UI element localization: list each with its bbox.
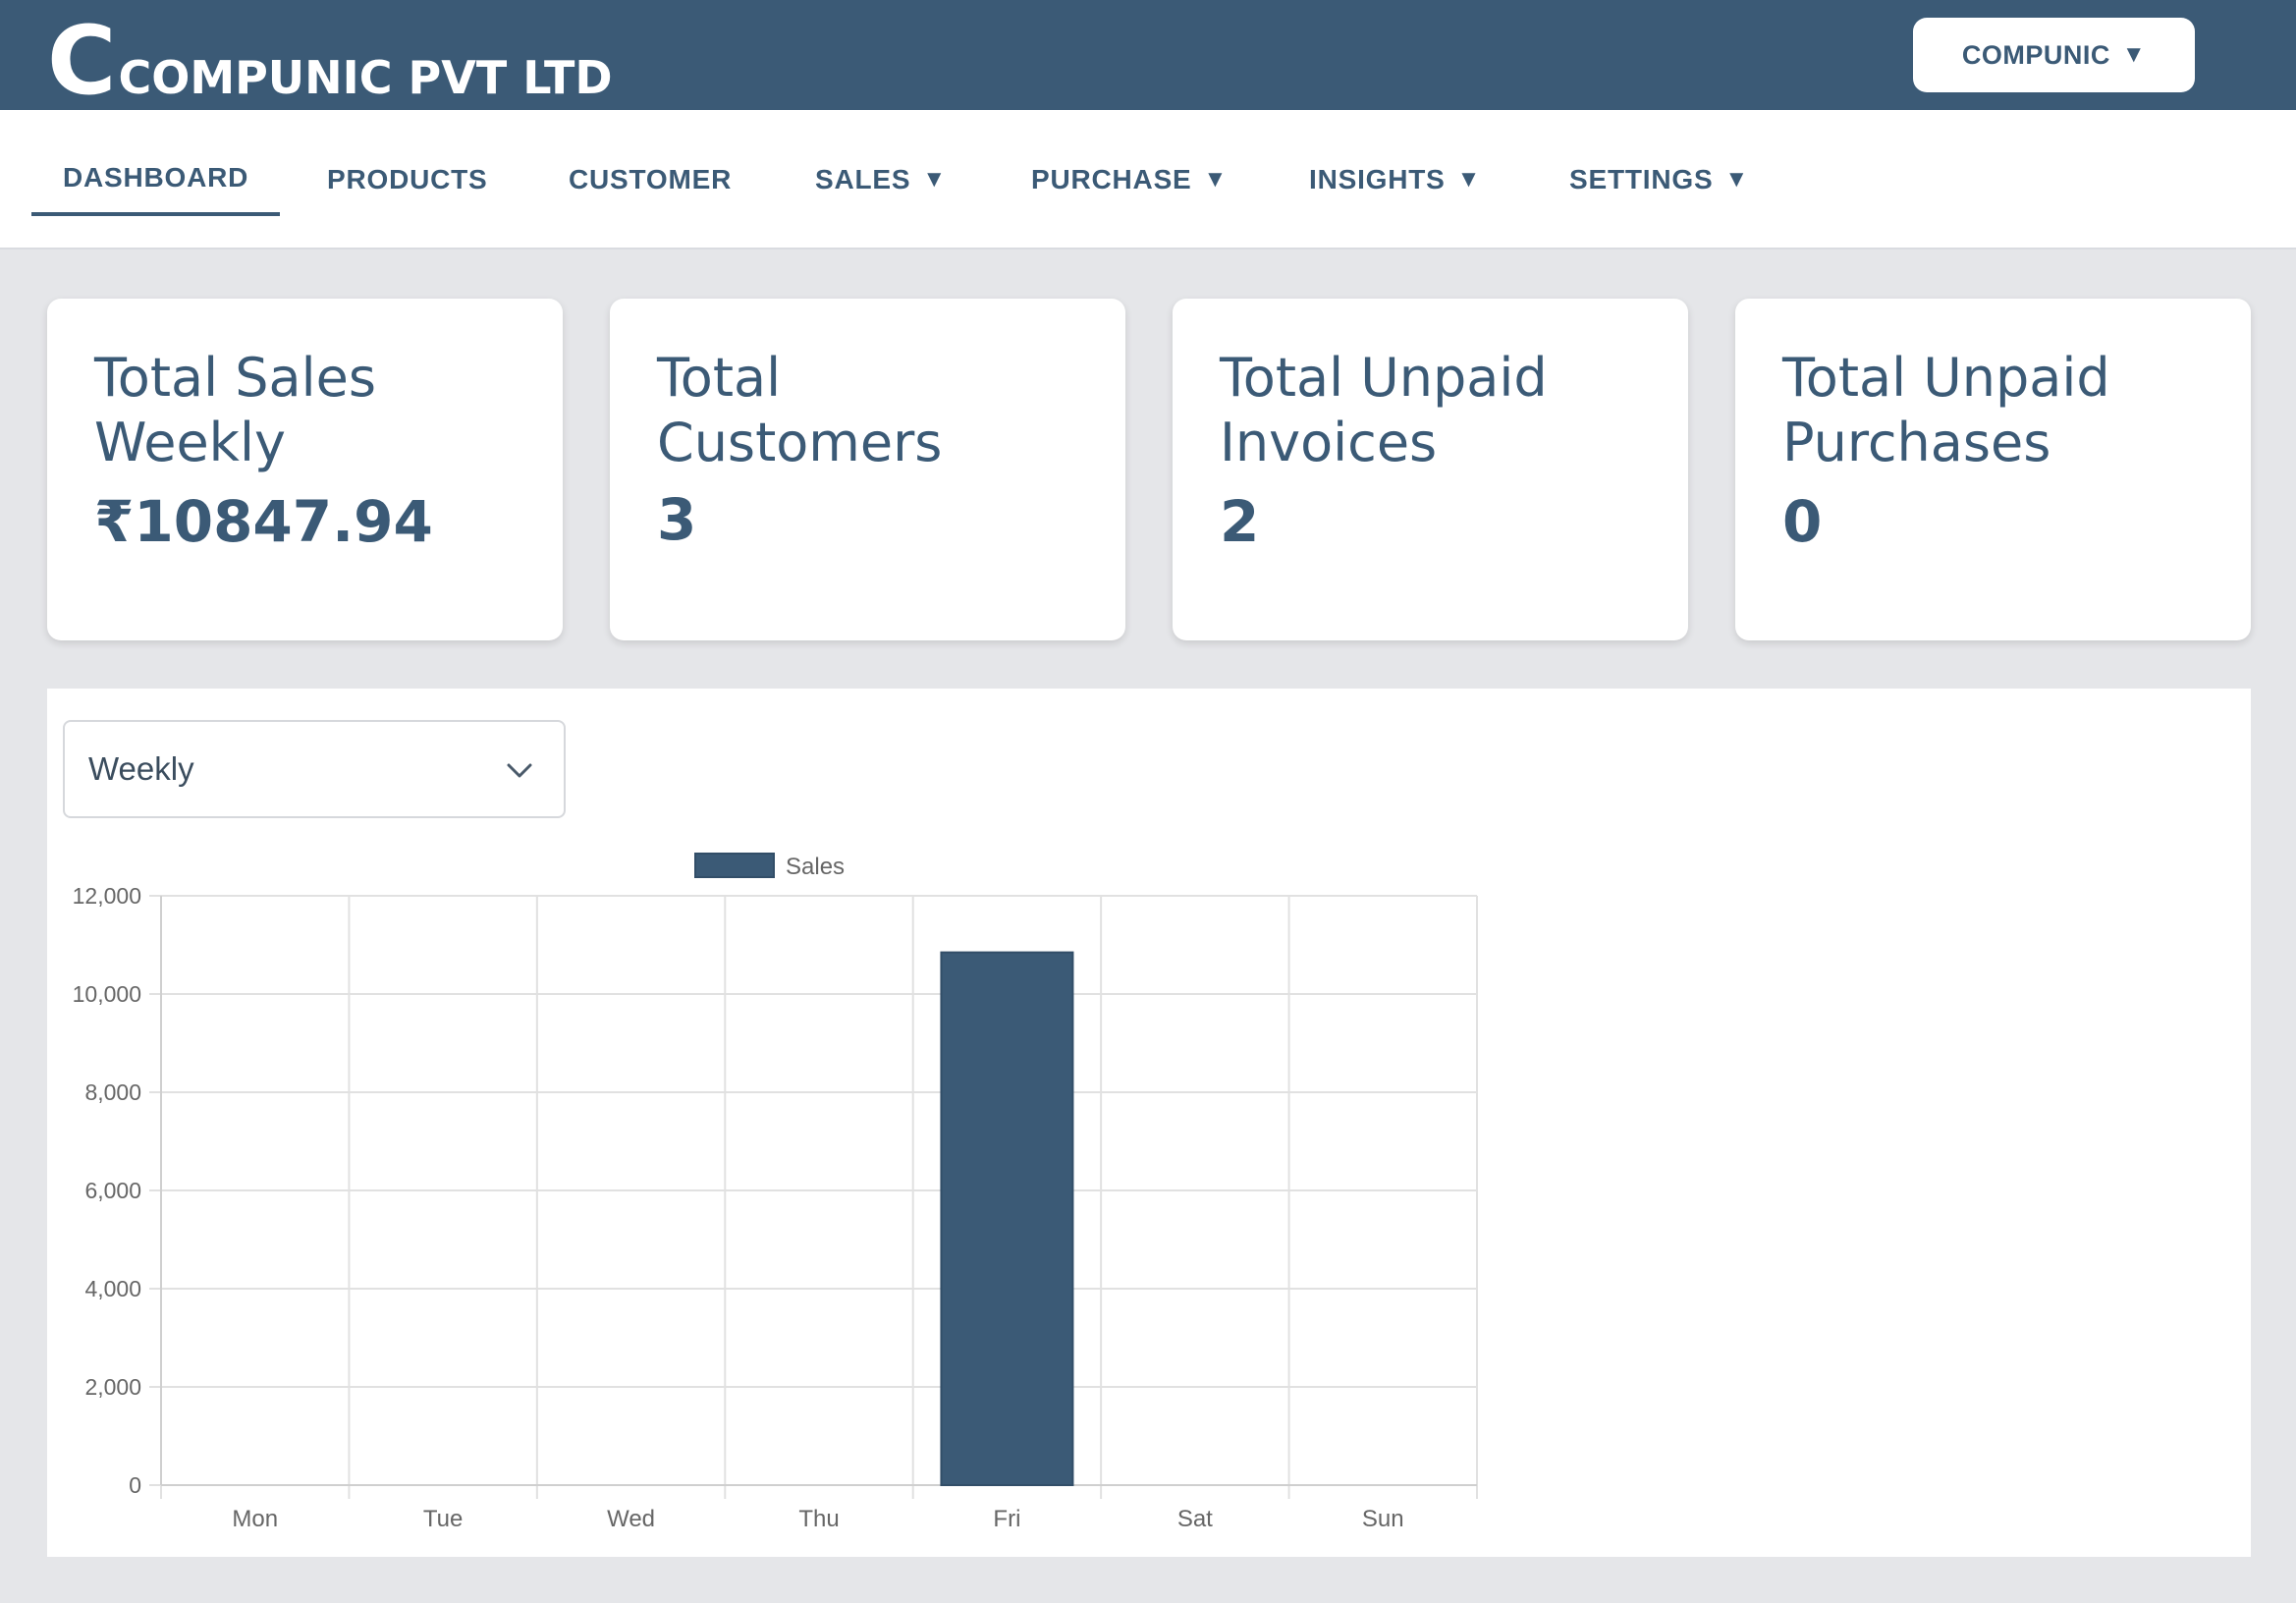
card-title-line: Purchases: [1782, 412, 2051, 473]
card-value: 3: [657, 486, 697, 553]
nav-label: INSIGHTS: [1309, 164, 1446, 194]
main-nav: DASHBOARD PRODUCTS CUSTOMER SALES ▼ PURC…: [0, 110, 2296, 249]
caret-down-icon: ▼: [1724, 166, 1749, 193]
nav-purchase[interactable]: PURCHASE ▼: [1031, 110, 1228, 249]
y-tick-label: 0: [129, 1472, 141, 1498]
y-tick-label: 10,000: [73, 981, 141, 1007]
app-header: C COMPUNIC PVT LTD COMPUNIC ▼: [0, 0, 2296, 110]
company-selector-button[interactable]: COMPUNIC ▼: [1913, 18, 2195, 92]
nav-label: PURCHASE: [1031, 164, 1192, 194]
y-tick-label: 12,000: [73, 883, 141, 909]
card-title-line: Total Unpaid: [1782, 347, 2110, 409]
nav-insights[interactable]: INSIGHTS ▼: [1309, 110, 1481, 249]
nav-label: DASHBOARD: [63, 162, 249, 193]
card-total-unpaid-invoices: Total Unpaid Invoices 2: [1173, 299, 1688, 640]
sales-bar-chart: 0 2,000 4,000 6,000 8,000 10,000 12,000 Mon Tue W…: [73, 853, 1478, 1532]
card-title-line: Invoices: [1220, 412, 1438, 473]
card-title: Total Customers: [657, 346, 1078, 475]
card-title-line: Total Unpaid: [1220, 347, 1548, 409]
y-tick-label: 2,000: [84, 1374, 141, 1400]
bar-fri: [940, 951, 1074, 1486]
brand-logo[interactable]: C COMPUNIC PVT LTD: [47, 10, 613, 108]
y-tick-label: 6,000: [84, 1178, 141, 1203]
x-tick-label: Wed: [607, 1506, 655, 1532]
card-title: Total Unpaid Invoices: [1220, 346, 1641, 475]
chevron-down-icon: [507, 763, 532, 778]
y-tick-label: 4,000: [84, 1276, 141, 1301]
card-title-line: Weekly: [94, 412, 286, 473]
nav-settings[interactable]: SETTINGS ▼: [1569, 110, 1749, 249]
x-tick-label: Sun: [1362, 1506, 1404, 1532]
nav-label: PRODUCTS: [327, 164, 488, 194]
x-tick-label: Thu: [798, 1506, 839, 1532]
caret-down-icon: ▼: [1203, 166, 1229, 193]
card-total-sales-weekly: Total Sales Weekly ₹10847.94: [47, 299, 563, 640]
nav-customer[interactable]: CUSTOMER: [569, 110, 732, 249]
card-total-customers: Total Customers 3: [610, 299, 1125, 640]
card-total-unpaid-purchases: Total Unpaid Purchases 0: [1735, 299, 2251, 640]
nav-dashboard[interactable]: DASHBOARD: [30, 108, 281, 248]
x-tick-label: Tue: [423, 1506, 463, 1532]
logo-letter: C: [47, 6, 116, 116]
x-tick-label: Mon: [232, 1506, 278, 1532]
period-select-value: Weekly: [88, 750, 194, 787]
nav-label: SALES: [815, 164, 911, 194]
nav-label: CUSTOMER: [569, 164, 733, 194]
card-title-line: Total Customers: [657, 347, 943, 473]
nav-label: SETTINGS: [1569, 164, 1714, 194]
legend-label: Sales: [786, 854, 845, 880]
caret-down-icon: ▼: [1456, 166, 1482, 193]
period-select[interactable]: Weekly: [63, 720, 566, 818]
card-value: 0: [1782, 488, 1823, 555]
company-selector-label: COMPUNIC: [1961, 39, 2110, 70]
caret-down-icon: ▼: [2121, 41, 2147, 68]
card-title: Total Sales Weekly: [94, 346, 516, 475]
legend-swatch: [694, 853, 775, 878]
x-tick-label: Fri: [993, 1506, 1020, 1532]
caret-down-icon: ▼: [922, 166, 947, 193]
nav-products[interactable]: PRODUCTS: [327, 110, 488, 249]
y-tick-label: 8,000: [84, 1079, 141, 1105]
x-tick-label: Sat: [1177, 1506, 1213, 1532]
company-name: COMPUNIC PVT LTD: [118, 51, 613, 104]
card-title-line: Total Sales: [94, 347, 377, 409]
card-value: ₹10847.94: [94, 488, 433, 555]
nav-sales[interactable]: SALES ▼: [815, 110, 947, 249]
card-title: Total Unpaid Purchases: [1782, 346, 2204, 475]
sales-chart-panel: Weekly 0 2,000 4,000 6,000 8,000 10,000 12,000…: [47, 689, 2251, 1557]
card-value: 2: [1220, 488, 1260, 555]
